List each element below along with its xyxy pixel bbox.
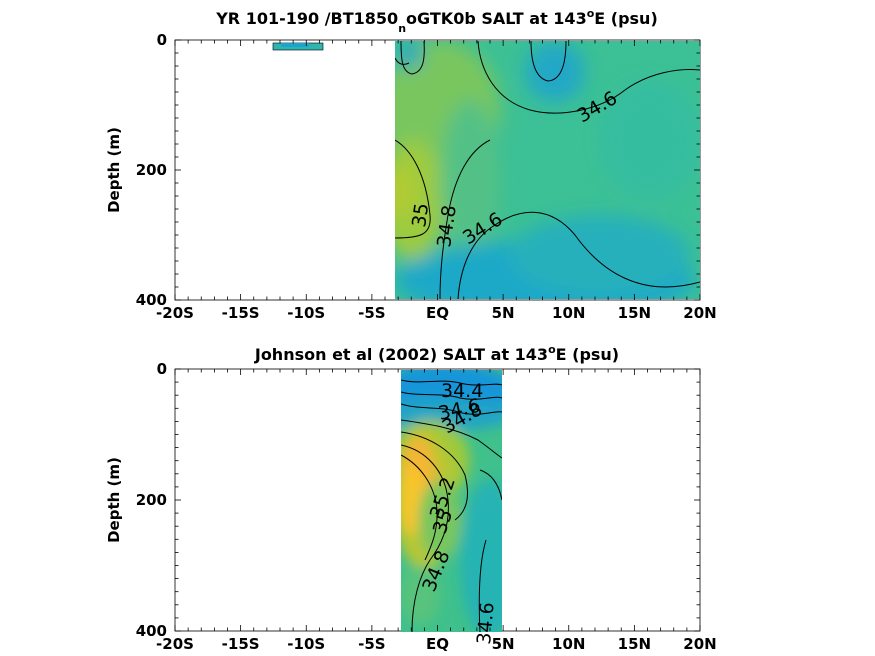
bottom-y-tick-label: 0	[157, 360, 167, 378]
top-x-tick-label: 5N	[492, 304, 515, 322]
top-x-tick-label: EQ	[426, 304, 449, 322]
bottom-x-tick-label: -15S	[222, 635, 260, 653]
bottom-contour-label-346-lower: 34.6	[473, 601, 499, 645]
bottom-contour-label-344: 34.4	[441, 380, 483, 402]
top-y-tick-label: 400	[136, 291, 167, 309]
top-x-tick-label: 10N	[552, 304, 585, 322]
bottom-x-tick-label: -20S	[156, 635, 194, 653]
top-axes: -20S -15S -10S -5S EQ 5N 10N 15N 20N 0 200 400	[136, 31, 717, 322]
bottom-x-tick-label: 20N	[683, 635, 716, 653]
bottom-x-tick-label: 10N	[552, 635, 585, 653]
bottom-panel: Johnson et al (2002) SALT at 143oE (psu)	[105, 343, 717, 653]
top-salinity-field	[395, 41, 700, 299]
bottom-x-tick-label: 5N	[492, 635, 515, 653]
bottom-y-tick-label: 200	[136, 491, 167, 509]
top-x-tick-label: -20S	[156, 304, 194, 322]
top-panel-title: YR 101-190 /BT1850noGTK0b SALT at 143oE …	[215, 7, 658, 35]
top-x-tick-label: -10S	[287, 304, 325, 322]
bottom-panel-title: Johnson et al (2002) SALT at 143oE (psu)	[254, 343, 619, 364]
top-y-axis-label: Depth (m)	[105, 127, 123, 213]
top-x-tick-label: 20N	[683, 304, 716, 322]
bottom-x-tick-label: -5S	[358, 635, 385, 653]
top-panel: YR 101-190 /BT1850noGTK0b SALT at 143oE …	[105, 7, 717, 322]
top-x-tick-label: 15N	[618, 304, 651, 322]
bottom-x-tick-label: 15N	[618, 635, 651, 653]
bottom-axes: -20S -15S -10S -5S EQ 5N 10N 15N 20N 0 200 400	[136, 360, 717, 653]
top-x-tick-label: -15S	[222, 304, 260, 322]
bottom-y-axis-label: Depth (m)	[105, 457, 123, 543]
bottom-x-tick-label: EQ	[426, 635, 449, 653]
top-y-tick-label: 0	[157, 31, 167, 49]
bottom-salinity-field	[401, 370, 502, 632]
bottom-x-tick-label: -10S	[287, 635, 325, 653]
top-contour-label-35: 35	[408, 202, 433, 229]
top-y-tick-label: 200	[136, 161, 167, 179]
bottom-y-tick-label: 400	[136, 622, 167, 640]
top-x-tick-label: -5S	[358, 304, 385, 322]
